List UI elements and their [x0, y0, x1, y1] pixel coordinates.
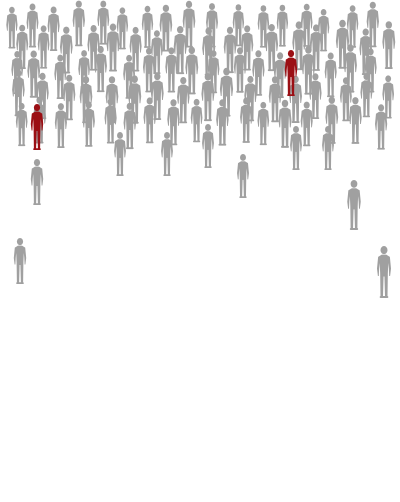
person-silhouette-icon [97, 0, 110, 45]
person-silhouette-icon [123, 102, 137, 150]
person-silhouette-icon [376, 246, 392, 298]
person-silhouette-icon [237, 154, 249, 199]
person-silhouette-icon [382, 75, 395, 119]
person-silhouette-icon [177, 77, 190, 124]
person-silhouette-icon [360, 73, 373, 118]
person-silhouette-icon [349, 97, 362, 144]
person-silhouette-icon [265, 24, 279, 72]
person-silhouette-icon [106, 23, 120, 72]
person-silhouette-icon [30, 159, 44, 205]
person-silhouette-icon [167, 99, 180, 146]
person-silhouette-icon [324, 52, 337, 98]
person-silhouette-icon [150, 30, 163, 74]
highlighted-person-icon [284, 50, 298, 96]
person-silhouette-icon [309, 73, 322, 120]
person-silhouette-icon [268, 76, 282, 123]
person-silhouette-icon [257, 101, 270, 146]
person-silhouette-icon [47, 6, 60, 52]
person-silhouette-icon [13, 238, 27, 284]
person-silhouette-icon [82, 101, 95, 147]
person-silhouette-icon [347, 180, 361, 231]
person-silhouette-icon [366, 1, 379, 48]
person-silhouette-icon [216, 99, 229, 146]
person-silhouette-icon [202, 124, 214, 169]
person-silhouette-icon [141, 5, 154, 48]
person-silhouette-icon [26, 3, 39, 48]
person-silhouette-icon [290, 126, 302, 171]
person-silhouette-icon [240, 97, 253, 143]
person-silhouette-icon [165, 47, 178, 93]
person-silhouette-icon [300, 101, 313, 147]
person-silhouette-icon [159, 4, 173, 52]
person-silhouette-icon [233, 47, 247, 93]
person-silhouette-icon [276, 4, 289, 47]
person-silhouette-icon [54, 54, 67, 99]
person-silhouette-icon [182, 0, 196, 48]
person-silhouette-icon [201, 73, 215, 122]
highlighted-person-icon [30, 104, 44, 150]
person-silhouette-icon [374, 104, 388, 150]
person-silhouette-icon [142, 47, 156, 93]
person-silhouette-icon [382, 21, 396, 69]
person-silhouette-icon [116, 7, 129, 50]
person-silhouette-icon [339, 77, 352, 122]
person-silhouette-icon [15, 102, 28, 147]
person-silhouette-icon [185, 46, 199, 95]
person-silhouette-icon [289, 75, 302, 124]
person-silhouette-icon [114, 132, 126, 177]
person-silhouette-icon [37, 25, 50, 69]
person-silhouette-icon [6, 6, 18, 49]
person-silhouette-icon [54, 103, 67, 148]
person-silhouette-icon [322, 126, 334, 171]
person-silhouette-icon [94, 45, 107, 93]
person-silhouette-icon [72, 0, 85, 47]
person-silhouette-icon [63, 74, 76, 121]
person-silhouette-icon [161, 132, 173, 177]
person-silhouette-icon [232, 4, 245, 47]
person-silhouette-icon [278, 99, 292, 148]
person-silhouette-icon [190, 98, 203, 143]
person-silhouette-icon [104, 98, 117, 144]
person-silhouette-icon [143, 97, 156, 144]
